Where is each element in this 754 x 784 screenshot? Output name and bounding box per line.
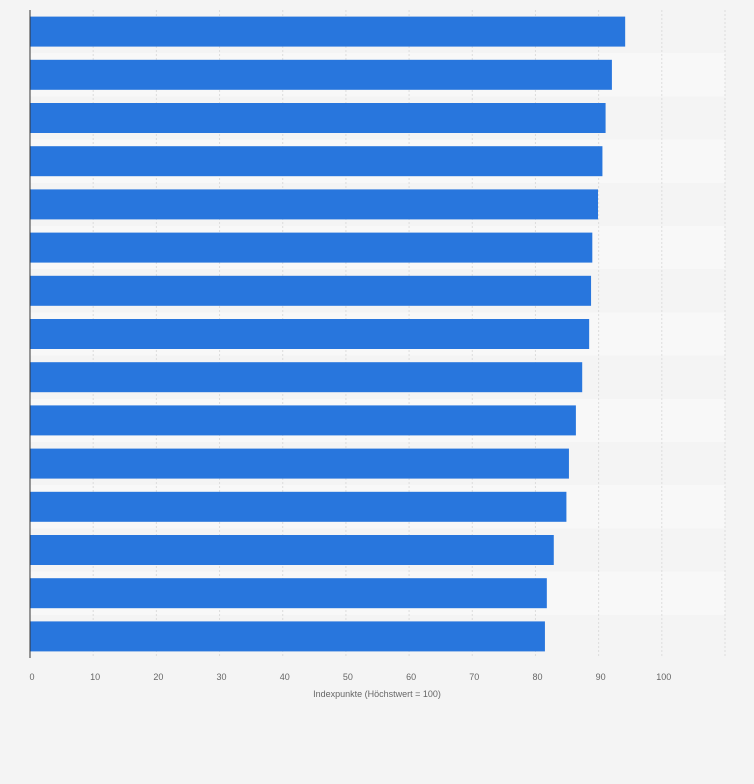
bar xyxy=(30,578,547,609)
x-tick-label: 30 xyxy=(217,672,227,682)
x-tick-label: 70 xyxy=(469,672,479,682)
bar xyxy=(30,319,590,349)
x-tick-label: 100 xyxy=(656,672,671,682)
x-tick-label: 0 xyxy=(29,672,34,682)
bar xyxy=(30,189,599,220)
bar xyxy=(30,448,569,479)
bar xyxy=(30,621,545,652)
bar xyxy=(30,103,606,133)
x-tick-label: 90 xyxy=(596,672,606,682)
bar xyxy=(30,491,567,522)
bar xyxy=(30,362,583,393)
x-tick-label: 50 xyxy=(343,672,353,682)
bar xyxy=(30,535,554,565)
bar xyxy=(30,16,626,47)
x-axis-label: Indexpunkte (Höchstwert = 100) xyxy=(313,689,441,699)
bar xyxy=(30,232,593,263)
x-tick-label: 80 xyxy=(532,672,542,682)
x-tick-label: 40 xyxy=(280,672,290,682)
x-tick-label: 60 xyxy=(406,672,416,682)
x-tick-label: 20 xyxy=(153,672,163,682)
bar xyxy=(30,275,592,306)
bar xyxy=(30,59,612,90)
x-tick-label: 10 xyxy=(90,672,100,682)
bar xyxy=(30,405,576,436)
bar xyxy=(30,146,603,177)
